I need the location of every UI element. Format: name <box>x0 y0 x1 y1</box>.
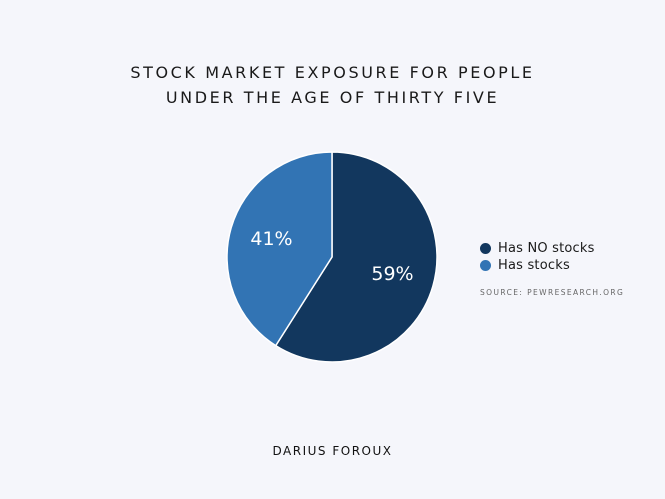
legend-label-no-stocks: Has NO stocks <box>498 241 595 256</box>
chart-title-line-2: UNDER THE AGE OF THIRTY FIVE <box>165 88 500 107</box>
legend-label-stocks: Has stocks <box>498 258 570 273</box>
legend-swatch-stocks <box>480 260 491 271</box>
legend-swatch-no-stocks <box>480 243 491 254</box>
pie-slice-stocks <box>226 151 333 347</box>
legend-item-stocks: Has stocks <box>480 257 595 274</box>
chart-title-line-1: STOCK MARKET EXPOSURE FOR PEOPLE <box>130 63 535 82</box>
data-label-stocks: 41% <box>250 228 292 250</box>
data-label-no-stocks: 59% <box>371 263 413 285</box>
legend-item-no-stocks: Has NO stocks <box>480 240 595 257</box>
author-credit: DARIUS FOROUX <box>272 444 393 458</box>
source-note: SOURCE: PEWRESEARCH.ORG <box>480 288 625 297</box>
legend: Has NO stocks Has stocks <box>480 240 595 274</box>
pie-slice-no-stocks <box>274 151 438 363</box>
